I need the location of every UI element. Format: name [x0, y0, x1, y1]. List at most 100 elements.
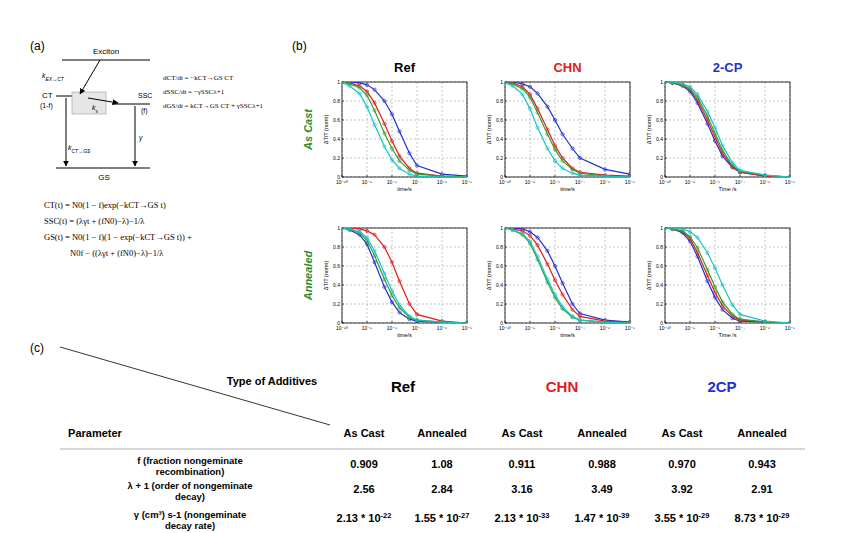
- data-point: [383, 122, 386, 125]
- data-point: [561, 133, 564, 136]
- data-point: [342, 228, 344, 230]
- tick-label: 10⁻⁵: [785, 179, 795, 185]
- grid-line: [765, 82, 766, 177]
- group-header: 2CP: [707, 378, 736, 395]
- plot-bg: [342, 82, 467, 177]
- data-point: [408, 315, 411, 318]
- tick-label: 1: [660, 79, 663, 85]
- data-point: [578, 315, 581, 318]
- cell-base: 3.16: [511, 483, 532, 495]
- tick-label: 10⁻⁸: [710, 325, 720, 331]
- data-point: [342, 82, 344, 85]
- series-line: [505, 228, 630, 322]
- grid-line: [715, 228, 716, 323]
- data-point: [603, 174, 606, 177]
- data-point: [571, 308, 574, 311]
- data-point: [398, 155, 401, 158]
- cell-sup: -29: [699, 511, 710, 520]
- data-point: [390, 289, 393, 292]
- series-line: [665, 82, 790, 177]
- table-cell: 0.911: [509, 458, 536, 470]
- axis-label: time/s: [397, 332, 412, 338]
- series-line: [342, 228, 467, 323]
- tick-label: 10⁻⁹: [685, 179, 695, 185]
- tick-label: 0.6: [333, 117, 340, 123]
- plot-bg: [665, 228, 790, 323]
- data-point: [713, 132, 716, 135]
- data-point: [373, 88, 376, 91]
- data-point: [553, 159, 556, 162]
- grid-line: [505, 120, 630, 121]
- data-point: [390, 113, 393, 116]
- cell-sup: -29: [779, 511, 790, 520]
- data-point: [415, 313, 418, 316]
- grid-line: [505, 285, 630, 286]
- data-point: [706, 274, 709, 277]
- data-point: [553, 148, 556, 151]
- data-point: [365, 236, 368, 239]
- data-point: [763, 174, 766, 177]
- column-header: As Cast: [502, 427, 543, 439]
- row-label: γ (cm³) s-1 (nongeminate: [134, 509, 246, 520]
- grid-line: [665, 247, 790, 248]
- grid-line: [505, 266, 630, 267]
- data-point: [603, 320, 606, 323]
- data-point: [440, 175, 443, 177]
- data-point: [571, 302, 574, 305]
- data-point: [713, 126, 716, 129]
- series-line: [342, 228, 467, 323]
- grid-line: [342, 266, 467, 267]
- data-point: [731, 161, 734, 164]
- data-point: [390, 139, 393, 142]
- plot-bg: [665, 82, 790, 177]
- tick-label: 0: [337, 174, 340, 180]
- table-corner: Parameter: [68, 427, 123, 439]
- tick-label: 10⁻⁹: [685, 325, 695, 331]
- series-line: [505, 228, 630, 322]
- data-point: [398, 167, 401, 170]
- data-point: [731, 303, 734, 306]
- tick-label: 0.6: [496, 263, 503, 269]
- data-point: [528, 107, 531, 110]
- data-point: [713, 296, 716, 299]
- grid-line: [392, 82, 393, 177]
- data-point: [536, 255, 539, 258]
- data-point: [528, 96, 531, 99]
- level-label: CT: [42, 91, 53, 100]
- data-point: [561, 293, 564, 296]
- data-point: [546, 133, 549, 136]
- data-point: [365, 83, 368, 86]
- table-cell: 2.13 * 10-22: [337, 511, 392, 525]
- data-point: [398, 303, 401, 306]
- data-point: [788, 175, 790, 177]
- plot-frame: [665, 82, 790, 177]
- data-point: [665, 228, 667, 230]
- data-point: [408, 152, 411, 155]
- data-point: [390, 261, 393, 264]
- data-point: [373, 109, 376, 112]
- table-cell: 3.16: [511, 483, 532, 495]
- grid-line: [505, 139, 630, 140]
- plot-data: [342, 82, 467, 177]
- cell-sup: -33: [539, 511, 550, 520]
- tick-label: 0.8: [333, 244, 340, 250]
- tick-label: 0: [660, 174, 663, 180]
- plot-data: [665, 228, 790, 323]
- arrow-ct-gs: [66, 98, 67, 166]
- tick-label: 10⁻⁷: [735, 325, 745, 331]
- cell-base: 1.47 * 10: [575, 512, 619, 524]
- cell-base: 0.909: [350, 458, 378, 470]
- data-point: [536, 236, 539, 239]
- chart: 10⁻¹⁰10⁻⁹10⁻⁸10⁻⁷10⁻⁶10⁻⁵00.20.40.60.81T…: [646, 79, 795, 192]
- equation: GS(t) = N0(1 − f)(1 − exp(−kCT→GS t)) +: [44, 232, 192, 242]
- cell-base: 0.988: [588, 458, 616, 470]
- tick-label: 10⁻⁹: [525, 179, 535, 185]
- data-point: [465, 321, 467, 323]
- axis-label: ΔT/T (norm): [646, 261, 652, 291]
- rate-label: kCT→GS: [68, 144, 91, 154]
- data-point: [553, 118, 556, 121]
- tick-label: 0.8: [333, 98, 340, 104]
- data-point: [536, 126, 539, 129]
- grid-line: [342, 120, 467, 121]
- group-header: CHN: [546, 378, 579, 395]
